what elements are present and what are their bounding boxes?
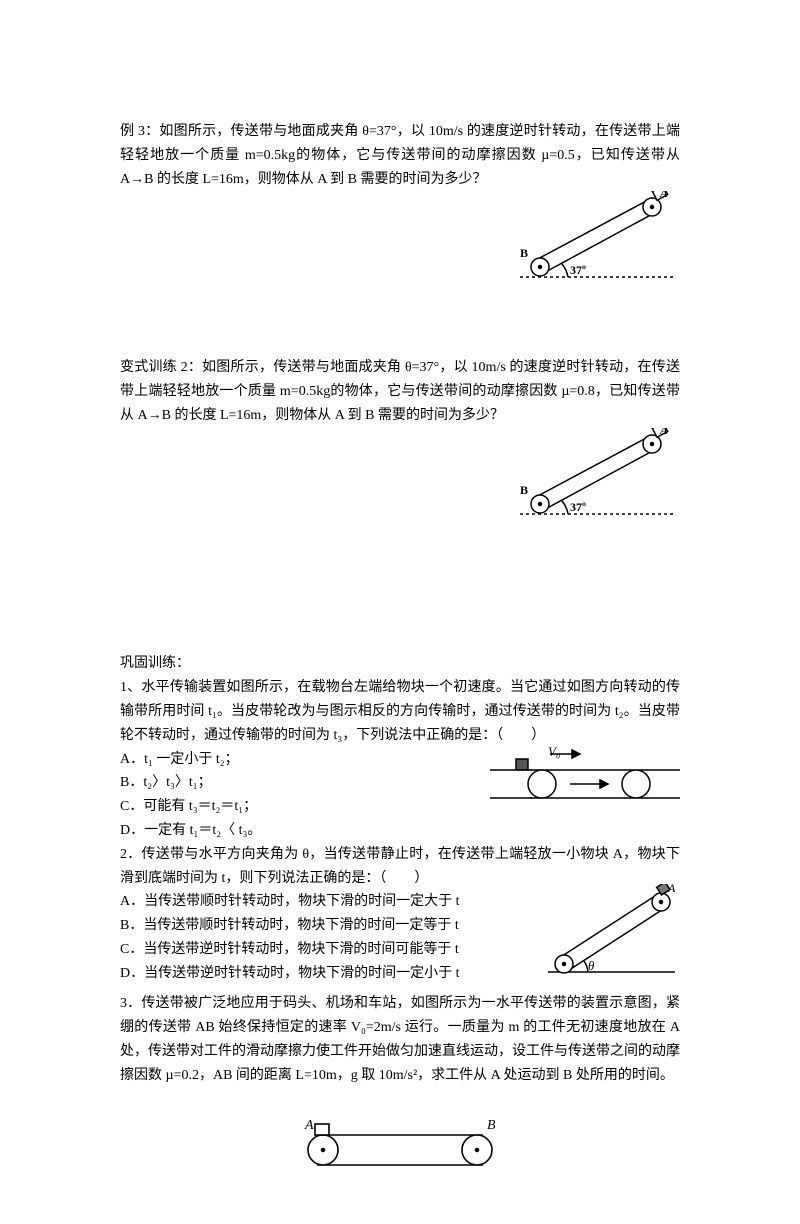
label-B: B <box>520 246 528 260</box>
angle-label: 37º <box>570 263 586 277</box>
q3-text: 3．传送带被广泛地应用于码头、机场和车站，如图所示为一水平传送带的装置示意图，紧… <box>120 992 680 1087</box>
q1-stem: 1、水平传输装置如图所示，在载物台左端给物块一个初速度。当它通过如图方向转动的传… <box>120 676 680 747</box>
figure-horizontal-AB: A B <box>120 1115 680 1184</box>
figure-incline-belt-1: A B 37º <box>510 191 680 292</box>
q2-stem: 2．传送带与水平方向夹角为 θ，当传送带静止时，在传送带上端轻放一小物块 A，物… <box>120 843 680 891</box>
label-A: A <box>659 428 668 437</box>
v0-label: V₀ <box>548 744 560 759</box>
figure-incline-theta: A θ <box>540 884 680 988</box>
q1-optD: D．一定有 t₁＝t₂〈 t₃。 <box>120 819 680 843</box>
label-A: A <box>667 884 676 895</box>
variant2-text: 变式训练 2：如图所示，传送带与地面成夹角 θ=37°，以 10m/s 的速度逆… <box>120 356 680 427</box>
label-A: A <box>304 1118 314 1133</box>
label-B: B <box>487 1118 496 1133</box>
practice-heading: 巩固训练： <box>120 652 680 676</box>
label-B: B <box>520 483 528 497</box>
figure-horizontal-belt: V₀ <box>490 744 680 823</box>
figure-incline-belt-2: A B 37º <box>510 428 680 529</box>
theta-label: θ <box>588 958 595 973</box>
angle-label: 37º <box>570 500 586 514</box>
example3-text: 例 3：如图所示，传送带与地面成夹角 θ=37°，以 10m/s 的速度逆时针转… <box>120 120 680 191</box>
label-A: A <box>659 191 668 200</box>
